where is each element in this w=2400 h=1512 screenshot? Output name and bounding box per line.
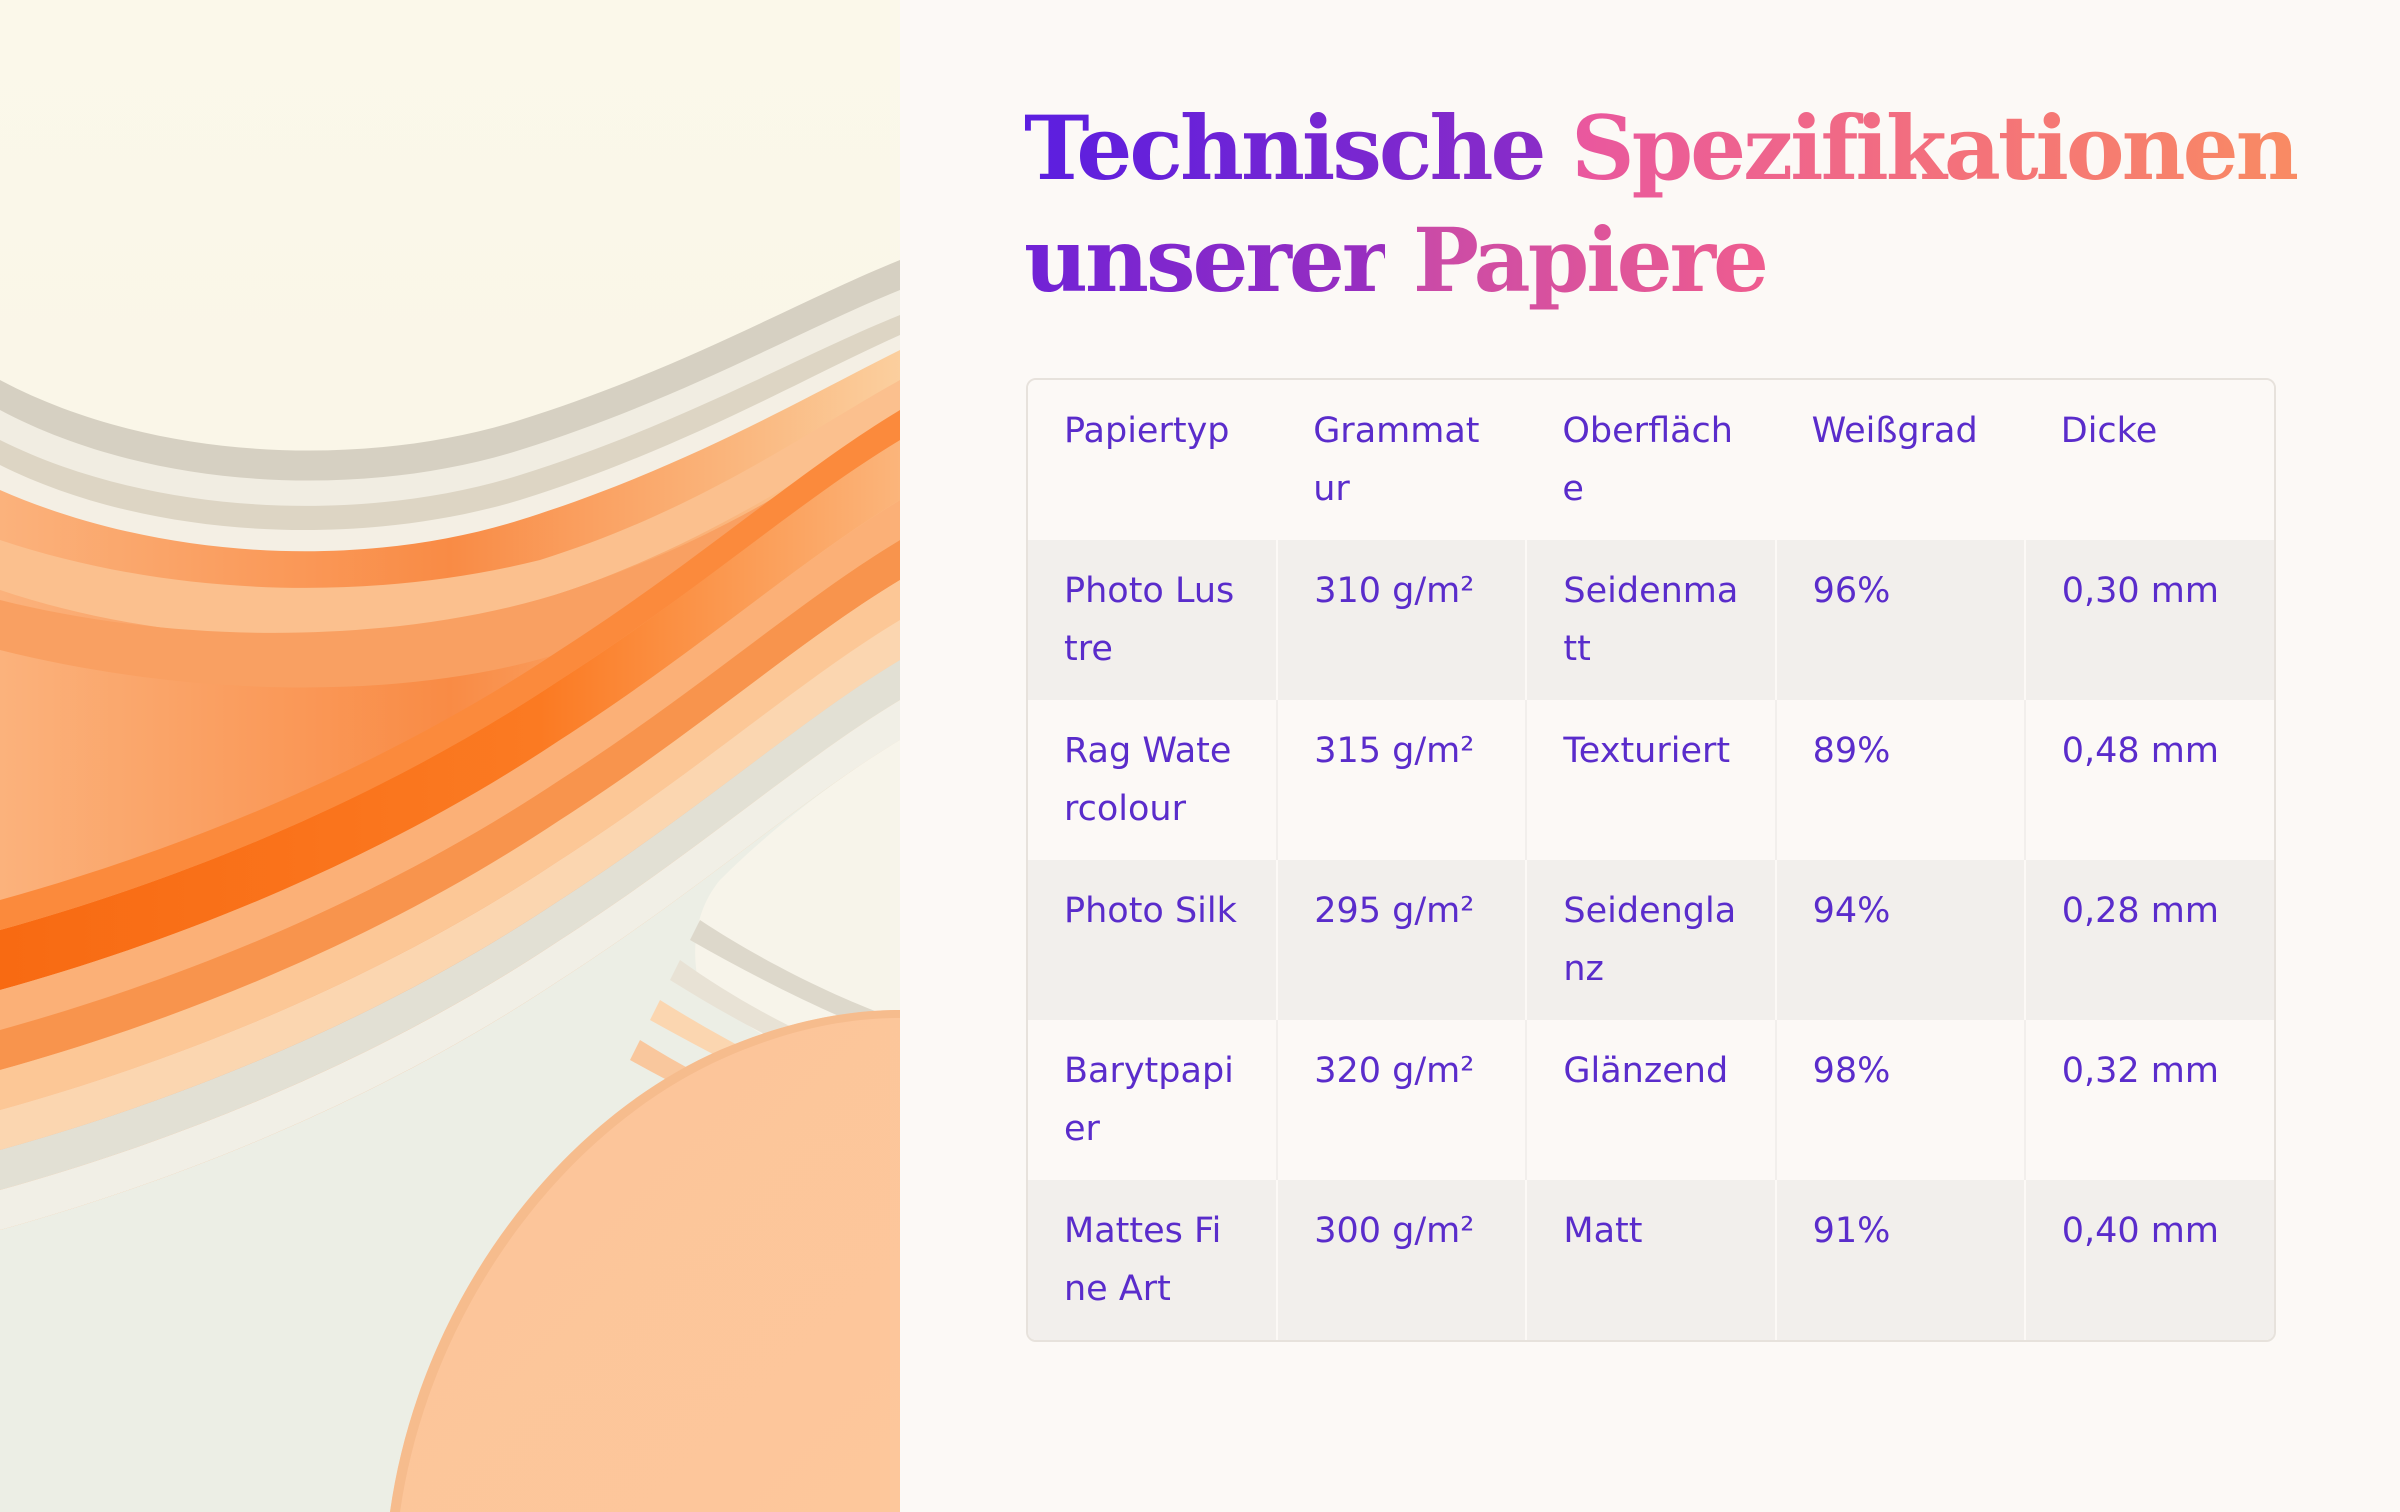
cell-weissgrad: 96% [1774, 540, 2025, 700]
spec-table-container: Papiertyp Grammatur Oberfläche Weißgrad … [1026, 378, 2276, 1342]
cell-dicke: 0,40 mm [2023, 1180, 2274, 1340]
table-row: Photo Lustre 310 g/m² Seidenmatt 96% 0,3… [1028, 540, 2274, 700]
cell-papiertyp: Photo Lustre [1064, 571, 1235, 669]
cell-dicke: 0,30 mm [2023, 540, 2274, 700]
title-line-1: Technische Spezifikationen [1024, 92, 2324, 204]
cell-dicke: 0,28 mm [2023, 860, 2274, 1020]
title-word-papiere: Papiere [1412, 208, 1769, 312]
column-header-grammatur: Grammatur [1313, 411, 1480, 509]
cell-papiertyp: Mattes Fine Art [1064, 1211, 1222, 1309]
column-header-papiertyp: Papiertyp [1064, 411, 1230, 451]
cell-weissgrad: 94% [1774, 860, 2025, 1020]
page-title: Technische Spezifikationen unserer Papie… [1024, 92, 2324, 316]
cell-oberflaeche: Texturiert [1525, 700, 1776, 860]
cell-oberflaeche: Seidenmatt [1525, 540, 1776, 700]
cell-grammatur: 310 g/m² [1276, 540, 1527, 700]
cell-oberflaeche: Matt [1525, 1180, 1776, 1340]
cell-oberflaeche: Seidenglanz [1525, 860, 1776, 1020]
cell-dicke: 0,32 mm [2023, 1020, 2274, 1180]
cell-dicke: 0,48 mm [2023, 700, 2274, 860]
table-row: Barytpapier 320 g/m² Glänzend 98% 0,32 m… [1028, 1020, 2274, 1180]
table-header-row: Papiertyp Grammatur Oberfläche Weißgrad … [1028, 380, 2274, 540]
cell-grammatur: 295 g/m² [1276, 860, 1527, 1020]
title-word-spezifikationen: Spezifikationen [1571, 96, 2299, 200]
cell-weissgrad: 91% [1774, 1180, 2025, 1340]
cell-weissgrad: 89% [1774, 700, 2025, 860]
table-row: Photo Silk 295 g/m² Seidenglanz 94% 0,28… [1028, 860, 2274, 1020]
cell-grammatur: 315 g/m² [1276, 700, 1527, 860]
spec-table: Papiertyp Grammatur Oberfläche Weißgrad … [1028, 380, 2274, 1340]
cell-weissgrad: 98% [1774, 1020, 2025, 1180]
cell-grammatur: 320 g/m² [1276, 1020, 1527, 1180]
column-header-weissgrad: Weißgrad [1811, 411, 1978, 451]
table-row: Mattes Fine Art 300 g/m² Matt 91% 0,40 m… [1028, 1180, 2274, 1340]
table-body: Photo Lustre 310 g/m² Seidenmatt 96% 0,3… [1028, 540, 2274, 1340]
table-row: Rag Watercolour 315 g/m² Texturiert 89% … [1028, 700, 2274, 860]
paper-layers-illustration [0, 0, 900, 1512]
title-word-technische: Technische [1024, 96, 1546, 200]
decorative-paper-artwork [0, 0, 900, 1512]
column-header-dicke: Dicke [2060, 411, 2158, 451]
cell-papiertyp: Barytpapier [1064, 1051, 1234, 1149]
table-header: Papiertyp Grammatur Oberfläche Weißgrad … [1028, 380, 2274, 540]
cell-papiertyp: Photo Silk [1064, 891, 1237, 931]
cell-grammatur: 300 g/m² [1276, 1180, 1527, 1340]
title-line-2: unserer Papiere [1024, 204, 2324, 316]
column-header-oberflaeche: Oberfläche [1562, 411, 1733, 509]
main-content: Technische Spezifikationen unserer Papie… [900, 0, 2400, 1512]
cell-papiertyp: Rag Watercolour [1064, 731, 1232, 829]
cell-oberflaeche: Glänzend [1525, 1020, 1776, 1180]
title-word-unserer: unserer [1024, 208, 1388, 312]
